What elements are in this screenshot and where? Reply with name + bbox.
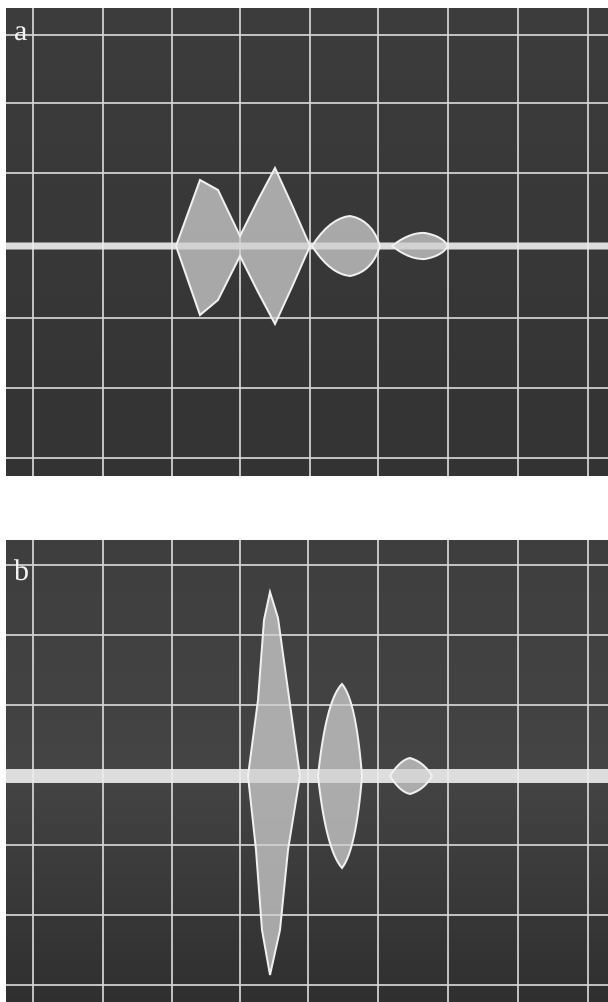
echo-burst	[246, 588, 302, 976]
panel-label: a	[14, 14, 27, 47]
echo-burst	[310, 214, 382, 278]
graticule	[6, 8, 608, 476]
panel-a: a	[6, 8, 608, 476]
echo-burst	[388, 756, 434, 796]
echo-burst	[174, 165, 312, 327]
panel-b: b	[6, 540, 608, 1002]
echo-burst	[390, 231, 450, 261]
panel-label: b	[14, 554, 29, 587]
echo-burst	[316, 682, 364, 870]
